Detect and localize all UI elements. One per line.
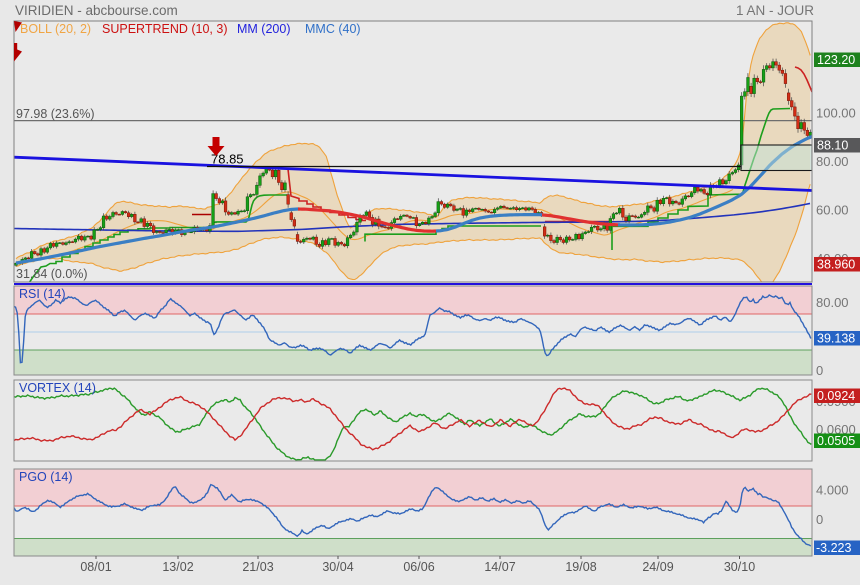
- svg-text:78.85: 78.85: [211, 152, 244, 167]
- svg-text:38.960: 38.960: [817, 258, 855, 272]
- svg-text:14/07: 14/07: [484, 560, 515, 574]
- svg-text:MMC (40): MMC (40): [305, 22, 361, 36]
- svg-text:19/08: 19/08: [565, 560, 596, 574]
- svg-text:30/10: 30/10: [724, 560, 755, 574]
- svg-text:80.00: 80.00: [816, 295, 849, 310]
- svg-text:30/04: 30/04: [322, 560, 353, 574]
- svg-text:08/01: 08/01: [80, 560, 111, 574]
- svg-text:1 AN - JOUR: 1 AN - JOUR: [736, 3, 814, 18]
- svg-text:80.00: 80.00: [816, 154, 849, 169]
- svg-text:VIRIDIEN - abcbourse.com: VIRIDIEN - abcbourse.com: [15, 3, 178, 18]
- svg-text:PGO (14): PGO (14): [19, 470, 73, 484]
- svg-text:06/06: 06/06: [403, 560, 434, 574]
- svg-text:60.00: 60.00: [816, 203, 849, 218]
- svg-text:0.0924: 0.0924: [817, 389, 855, 403]
- svg-text:13/02: 13/02: [162, 560, 193, 574]
- svg-text:100.00: 100.00: [816, 106, 856, 121]
- svg-text:0.0505: 0.0505: [817, 434, 855, 448]
- svg-text:0: 0: [816, 512, 823, 527]
- svg-text:21/03: 21/03: [242, 560, 273, 574]
- svg-text:BOLL (20, 2): BOLL (20, 2): [20, 22, 91, 36]
- svg-text:31.84 (0.0%): 31.84 (0.0%): [16, 267, 88, 281]
- svg-text:RSI (14): RSI (14): [19, 287, 66, 301]
- svg-text:0.0600: 0.0600: [816, 422, 856, 437]
- svg-text:123.20: 123.20: [817, 53, 855, 67]
- svg-text:SUPERTREND (10, 3): SUPERTREND (10, 3): [102, 22, 228, 36]
- svg-text:-3.223: -3.223: [816, 541, 851, 555]
- svg-text:97.98 (23.6%): 97.98 (23.6%): [16, 107, 95, 121]
- svg-text:4.000: 4.000: [816, 483, 849, 498]
- svg-text:39.138: 39.138: [817, 332, 855, 346]
- svg-text:0: 0: [816, 363, 823, 378]
- svg-text:24/09: 24/09: [642, 560, 673, 574]
- svg-text:VORTEX (14): VORTEX (14): [19, 381, 96, 395]
- svg-text:88.10: 88.10: [817, 139, 848, 153]
- svg-text:MM (200): MM (200): [237, 22, 290, 36]
